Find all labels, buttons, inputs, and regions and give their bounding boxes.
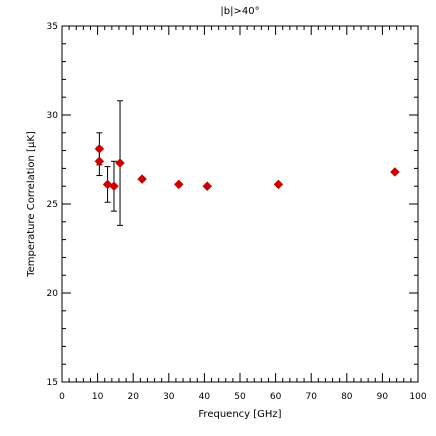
data-point-diamond: [202, 181, 213, 192]
x-axis-label: Frequency [GHz]: [198, 409, 281, 420]
y-tick-label: 25: [47, 200, 58, 210]
x-tick-label: 50: [234, 392, 246, 402]
x-tick-label: 100: [409, 392, 426, 402]
tick-marks: [61, 25, 419, 383]
x-tick-label: 30: [163, 392, 175, 402]
y-tick-label: 35: [47, 22, 58, 32]
y-tick-label: 15: [47, 378, 58, 388]
x-tick-label: 70: [305, 392, 317, 402]
data-point-diamond: [273, 179, 284, 190]
x-tick-label: 10: [92, 392, 104, 402]
y-tick-labels: 15 20 25 30 35: [47, 22, 59, 388]
x-tick-label: 40: [199, 392, 211, 402]
data-markers: [94, 143, 400, 192]
data-point-diamond: [109, 181, 119, 192]
data-point-diamond: [137, 174, 147, 184]
x-tick-label: 0: [59, 392, 65, 402]
data-point-diamond: [173, 179, 184, 190]
y-tick-label: 20: [47, 289, 59, 299]
x-tick-label: 60: [270, 392, 282, 402]
data-point-diamond: [94, 143, 105, 154]
data-point-diamond: [94, 156, 105, 167]
y-axis-label: Temperature Correlation [μK]: [26, 131, 37, 278]
data-point-diamond: [390, 167, 400, 177]
plot-frame: [61, 25, 419, 383]
data-point-diamond: [115, 158, 125, 168]
x-tick-label: 80: [341, 392, 353, 402]
chart-title: |b|>40°: [220, 6, 259, 17]
x-tick-label: 90: [377, 392, 389, 402]
x-tick-label: 20: [127, 392, 139, 402]
x-tick-labels: 0 10 20 30 40 50 60 70 80 90 100: [59, 392, 427, 402]
y-tick-label: 30: [47, 111, 59, 121]
